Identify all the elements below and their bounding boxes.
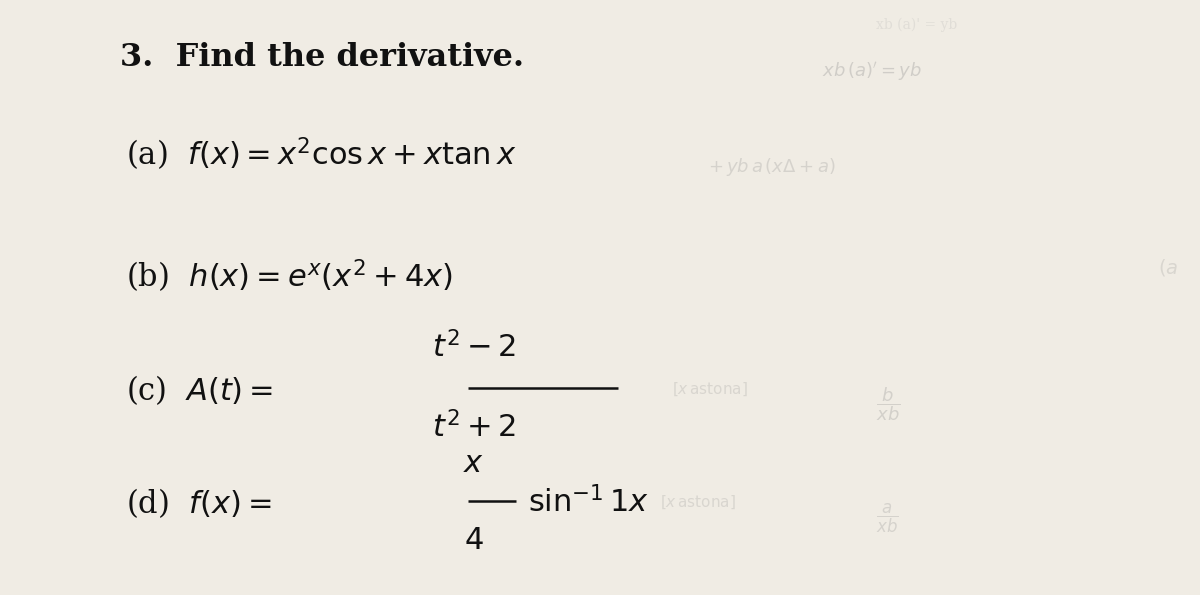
Text: $(a$: $(a$ <box>1158 257 1178 278</box>
Text: $+\,yb\,a\,(x\Delta + a)$: $+\,yb\,a\,(x\Delta + a)$ <box>708 156 835 177</box>
Text: $x$: $x$ <box>463 448 485 479</box>
Text: 3.  Find the derivative.: 3. Find the derivative. <box>120 42 524 73</box>
Text: $t^2-2$: $t^2-2$ <box>432 331 516 364</box>
Text: $t^2+2$: $t^2+2$ <box>432 412 516 444</box>
Text: $[x\,\mathrm{astona}]$: $[x\,\mathrm{astona}]$ <box>660 494 736 512</box>
Text: (c)  $A(t) =$: (c) $A(t) =$ <box>126 372 274 407</box>
Text: $\dfrac{a}{xb}$: $\dfrac{a}{xb}$ <box>876 502 899 536</box>
Text: $xb\,(a)^{\prime} = yb$: $xb\,(a)^{\prime} = yb$ <box>822 60 922 83</box>
Text: (d)  $f(x) =$: (d) $f(x) =$ <box>126 486 271 520</box>
Text: $\dfrac{b}{xb}$: $\dfrac{b}{xb}$ <box>876 386 900 424</box>
Text: $\sin^{-1} 1x$: $\sin^{-1} 1x$ <box>528 487 649 519</box>
Text: xb (a)' = yb: xb (a)' = yb <box>876 18 958 32</box>
Text: (a)  $f(x) = x^2 \cos x + x \tan x$: (a) $f(x) = x^2 \cos x + x \tan x$ <box>126 136 516 173</box>
Text: $[x\,\mathrm{astona}]$: $[x\,\mathrm{astona}]$ <box>672 381 748 399</box>
Text: $4$: $4$ <box>464 525 484 556</box>
Text: (b)  $h(x) = e^{x}(x^2 + 4x)$: (b) $h(x) = e^{x}(x^2 + 4x)$ <box>126 258 452 295</box>
